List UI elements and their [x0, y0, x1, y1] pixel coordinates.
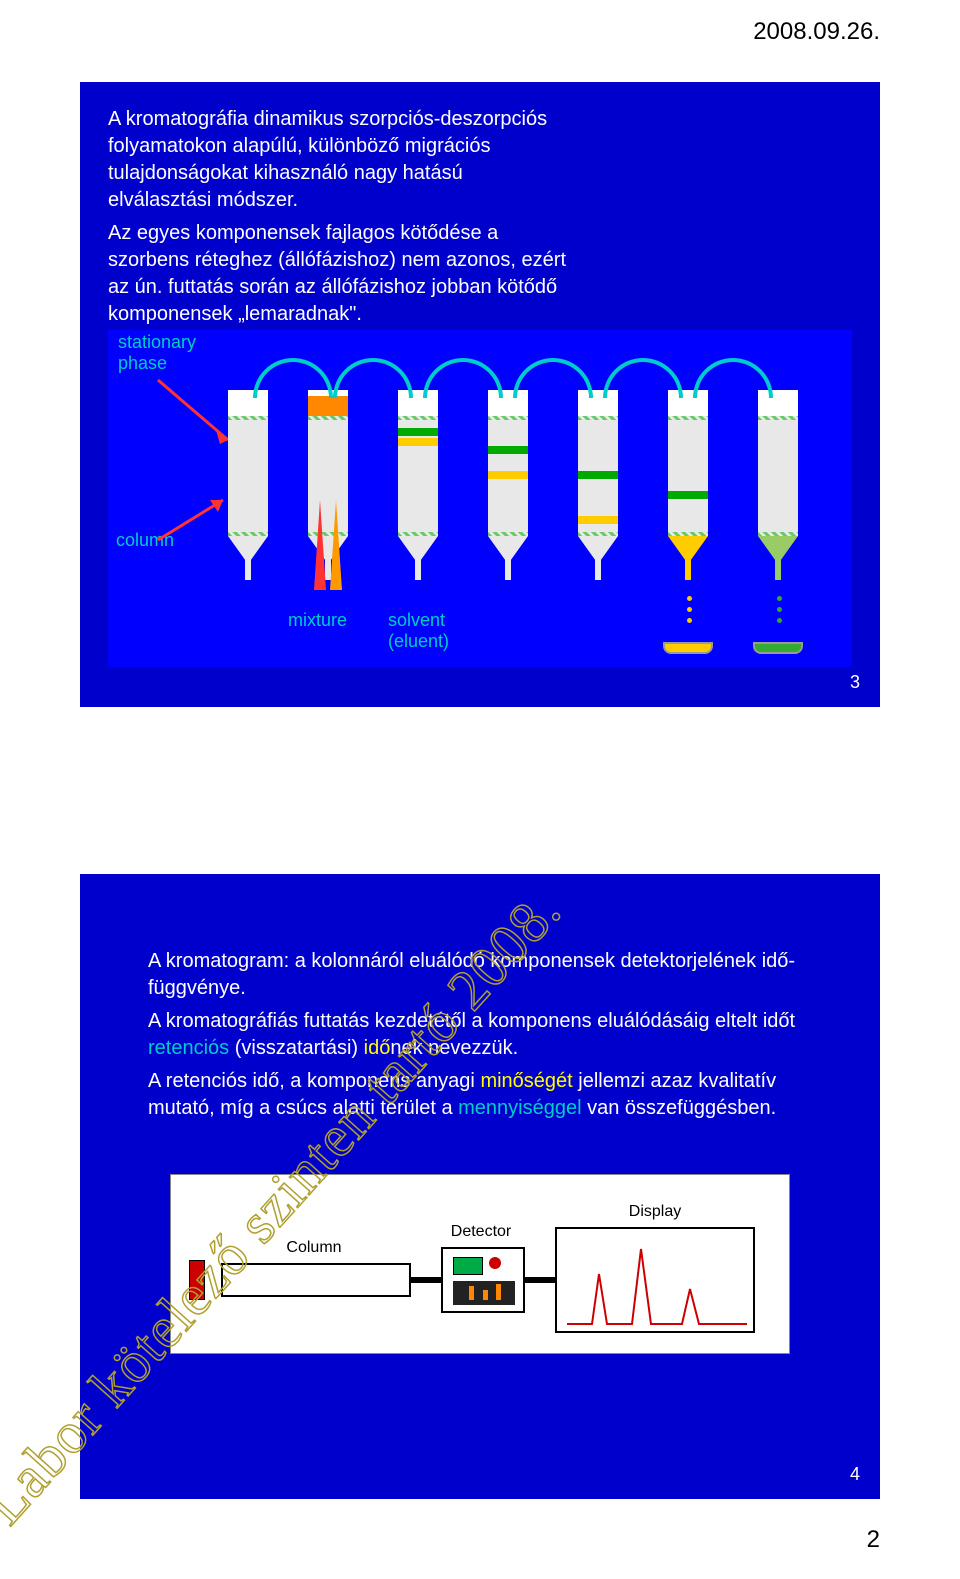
- s2p3-a: A retenciós idő, a komponens anyagi: [148, 1070, 480, 1092]
- dish-yellow: [663, 642, 713, 654]
- column-1: [228, 390, 268, 580]
- mixture-arrow-red: [314, 500, 326, 590]
- chromatography-column-diagram: stationary phase column mixture solvent …: [108, 330, 852, 667]
- label-display: Display: [557, 1203, 753, 1221]
- injector-block: [189, 1260, 205, 1300]
- s2p3-c: van összefüggésben.: [582, 1097, 777, 1119]
- transfer-arc-5: [603, 358, 683, 398]
- column-2-mixture: [308, 390, 348, 580]
- s2p2-a: A kromatográfiás futtatás kezdetétől a k…: [148, 1010, 795, 1032]
- s2p2-ido: idő: [364, 1037, 391, 1059]
- label-column: Column: [221, 1239, 407, 1257]
- label-solvent: solvent (eluent): [388, 610, 449, 652]
- mixture-arrow-orange: [330, 500, 342, 590]
- column-6: [668, 390, 708, 580]
- footer-page-number: 2: [867, 1526, 880, 1554]
- column-7: [758, 390, 798, 580]
- s2p2-retencios: retenciós: [148, 1037, 229, 1059]
- header-date: 2008.09.26.: [753, 18, 880, 46]
- dish-green: [753, 642, 803, 654]
- slide1-number: 3: [850, 672, 860, 693]
- transfer-arc-4: [513, 358, 593, 398]
- slide1-paragraph-2: Az egyes komponensek fajlagos kötődése a…: [108, 220, 568, 328]
- connector-2: [525, 1277, 555, 1283]
- slide2-paragraph-3: A retenciós idő, a komponens anyagi minő…: [148, 1068, 828, 1122]
- connector-1: [411, 1277, 441, 1283]
- s2p3-mennyiseg: mennyiséggel: [458, 1097, 581, 1119]
- s2p3-minoseg: minőségét: [480, 1070, 572, 1092]
- chromatogram-icon: [557, 1229, 757, 1335]
- label-mixture: mixture: [288, 610, 347, 631]
- column-4: [488, 390, 528, 580]
- column-3: [398, 390, 438, 580]
- transfer-arc-6: [693, 358, 773, 398]
- box-detector: Detector: [441, 1247, 525, 1313]
- label-detector: Detector: [437, 1223, 525, 1241]
- transfer-arc-3: [423, 358, 503, 398]
- s2p2-b: (visszatartási): [229, 1037, 363, 1059]
- box-column: Column: [221, 1263, 411, 1297]
- transfer-arc-2: [333, 358, 413, 398]
- slide2-number: 4: [850, 1464, 860, 1485]
- slide1-paragraph-1: A kromatográfia dinamikus szorpciós-desz…: [108, 106, 568, 214]
- slide-2: A kromatogram: a kolonnáról eluálódó kom…: [80, 874, 880, 1499]
- box-display: Display: [555, 1227, 755, 1333]
- drops-green: [776, 590, 782, 629]
- label-stationary-phase: stationary phase: [118, 332, 196, 374]
- slide2-paragraph-1: A kromatogram: a kolonnáról eluálódó kom…: [148, 948, 828, 1002]
- slide2-paragraph-2: A kromatográfiás futtatás kezdetétől a k…: [148, 1008, 828, 1062]
- transfer-arc-1: [253, 358, 333, 398]
- column-5: [578, 390, 618, 580]
- hplc-system-diagram: Column Detector Display: [170, 1174, 790, 1354]
- s2p2-c: nek nevezzük.: [390, 1037, 518, 1059]
- slide-1: A kromatográfia dinamikus szorpciós-desz…: [80, 82, 880, 707]
- drops-yellow: [686, 590, 692, 629]
